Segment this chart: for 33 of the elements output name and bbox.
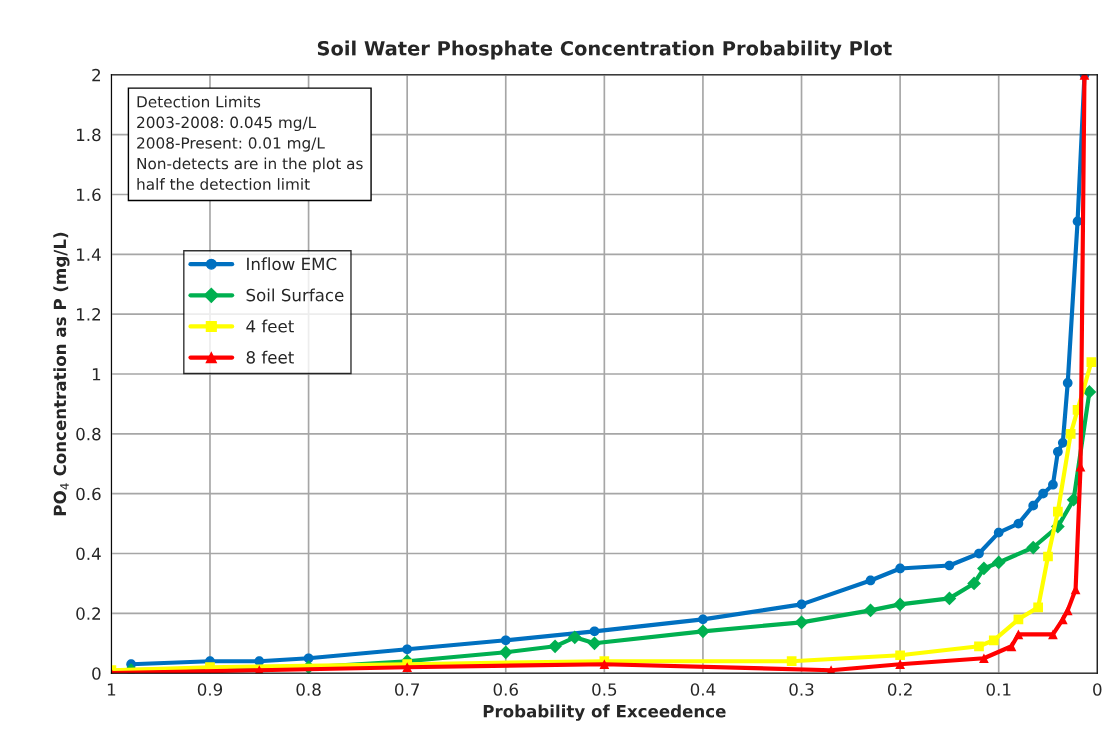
annotation: 2003-2008: 0.045 mg/L bbox=[137, 116, 317, 132]
annotation: Detection Limits bbox=[137, 95, 261, 108]
legend-label: 4 feet bbox=[246, 319, 294, 333]
y-axis-title: PO$_{4}$ Concentration as P (mg/L) bbox=[53, 232, 70, 516]
x-tick-label: 0.6 bbox=[493, 683, 518, 696]
x-tick-label: 0 bbox=[1093, 683, 1102, 696]
y-tick-label: 0.8 bbox=[76, 427, 101, 441]
x-axis-title: Probability of Exceedence bbox=[483, 704, 726, 721]
legend-label: Inflow EMC bbox=[247, 257, 337, 271]
legend-label: Soil Surface bbox=[246, 288, 344, 302]
annotation: Non-detects are in the plot as half the detection limit bbox=[137, 157, 363, 190]
y-tick-label: 1.8 bbox=[77, 128, 101, 142]
y-tick-label: 0.4 bbox=[76, 547, 101, 561]
y-tick-label: 1.6 bbox=[77, 188, 101, 202]
y-tick-label: 0.6 bbox=[76, 487, 101, 501]
x-tick-label: 0.4 bbox=[690, 683, 716, 696]
annotation: 2008-Present: 0.01 mg/L bbox=[137, 137, 325, 152]
x-tick-label: 0.1 bbox=[986, 683, 1011, 696]
y-tick-label: 1 bbox=[92, 368, 101, 381]
x-tick-label: 0.7 bbox=[395, 683, 419, 696]
chart-title: Soil Water Phosphate Concentration Probability Plot bbox=[317, 40, 892, 60]
x-tick-label: 0.3 bbox=[789, 683, 814, 696]
y-tick-label: 2 bbox=[92, 68, 101, 82]
x-tick-label: 0.8 bbox=[296, 683, 321, 696]
x-tick-label: 0.2 bbox=[887, 683, 912, 696]
legend-label: 8 feet bbox=[246, 350, 294, 364]
y-tick-label: 0.2 bbox=[76, 607, 101, 620]
x-tick-label: 0.9 bbox=[197, 683, 223, 696]
y-tick-label: 1.4 bbox=[77, 248, 101, 261]
x-tick-label: 0.5 bbox=[592, 683, 617, 696]
y-tick-label: 0 bbox=[92, 667, 101, 680]
x-tick-label: 1 bbox=[107, 683, 116, 696]
y-tick-label: 1.2 bbox=[77, 308, 101, 321]
